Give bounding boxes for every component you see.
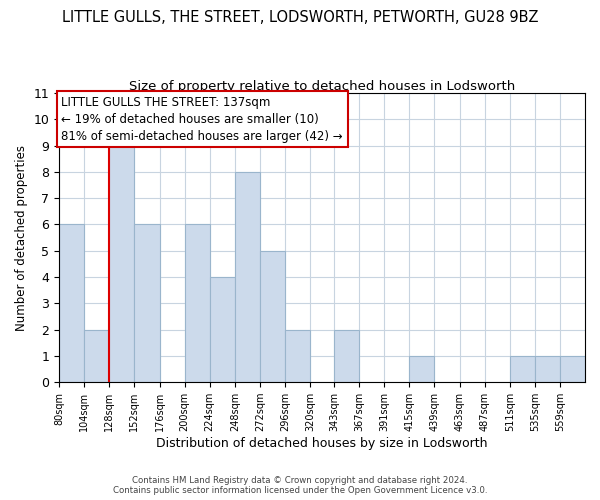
- Bar: [560, 356, 585, 382]
- X-axis label: Distribution of detached houses by size in Lodsworth: Distribution of detached houses by size …: [157, 437, 488, 450]
- Bar: [235, 172, 260, 382]
- Text: LITTLE GULLS THE STREET: 137sqm
← 19% of detached houses are smaller (10)
81% of: LITTLE GULLS THE STREET: 137sqm ← 19% of…: [61, 96, 343, 142]
- Bar: [334, 330, 359, 382]
- Bar: [209, 277, 235, 382]
- Bar: [109, 146, 134, 382]
- Bar: [510, 356, 535, 382]
- Bar: [185, 224, 209, 382]
- Title: Size of property relative to detached houses in Lodsworth: Size of property relative to detached ho…: [129, 80, 515, 93]
- Bar: [260, 251, 285, 382]
- Bar: [59, 224, 84, 382]
- Text: Contains HM Land Registry data © Crown copyright and database right 2024.
Contai: Contains HM Land Registry data © Crown c…: [113, 476, 487, 495]
- Text: LITTLE GULLS, THE STREET, LODSWORTH, PETWORTH, GU28 9BZ: LITTLE GULLS, THE STREET, LODSWORTH, PET…: [62, 10, 538, 25]
- Bar: [409, 356, 434, 382]
- Bar: [134, 224, 160, 382]
- Bar: [535, 356, 560, 382]
- Bar: [84, 330, 109, 382]
- Y-axis label: Number of detached properties: Number of detached properties: [15, 144, 28, 330]
- Bar: [285, 330, 310, 382]
